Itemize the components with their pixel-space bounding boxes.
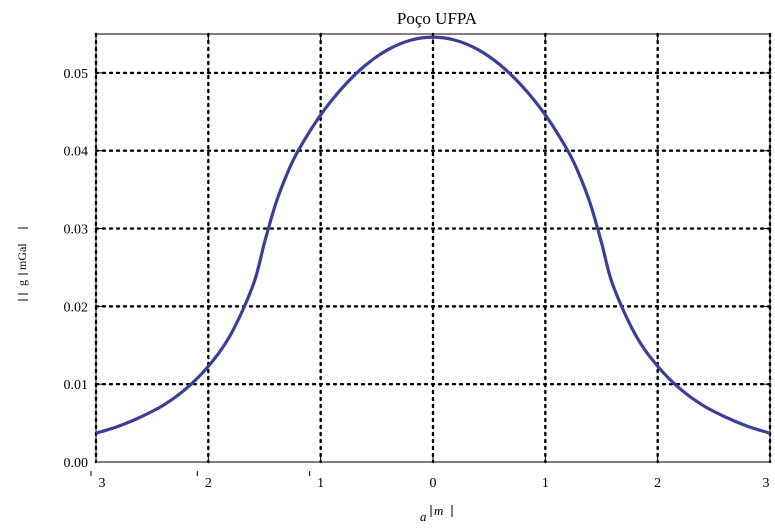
- x-axis-label: a m: [420, 503, 453, 524]
- y-axis-label: g mGal: [15, 227, 29, 301]
- y-tick-label: 0.05: [64, 67, 89, 82]
- y-tick-label: 0.01: [64, 378, 89, 393]
- x-tick-label: 1: [542, 476, 549, 491]
- x-tick-label: 2: [205, 476, 212, 491]
- y-axis-label-symbol: g: [15, 280, 29, 286]
- grid-layer: [94, 32, 772, 464]
- y-tick-label: 0.02: [64, 300, 89, 315]
- y-tick-label: 0.04: [64, 145, 89, 160]
- x-tick-label: 1: [317, 476, 324, 491]
- x-axis-label-unit: m: [434, 503, 443, 518]
- chart-title: Poço UFPA: [397, 9, 478, 28]
- series-layer: [95, 35, 771, 435]
- y-tick-label: 0.00: [64, 456, 89, 471]
- series-line: [95, 35, 771, 435]
- tick-layer: 3 2 1 0 1 2 3 0.00 0.01 0.02 0.03 0.04 0.05: [64, 34, 771, 491]
- y-tick-label: 0.03: [64, 223, 89, 238]
- x-tick-label: 3: [763, 476, 770, 491]
- y-axis-label-unit: mGal: [15, 243, 29, 270]
- x-tick-label: 0: [430, 476, 437, 491]
- x-tick-label: 3: [99, 476, 106, 491]
- x-tick-label: 2: [654, 476, 661, 491]
- x-axis-label-symbol: a: [420, 509, 427, 524]
